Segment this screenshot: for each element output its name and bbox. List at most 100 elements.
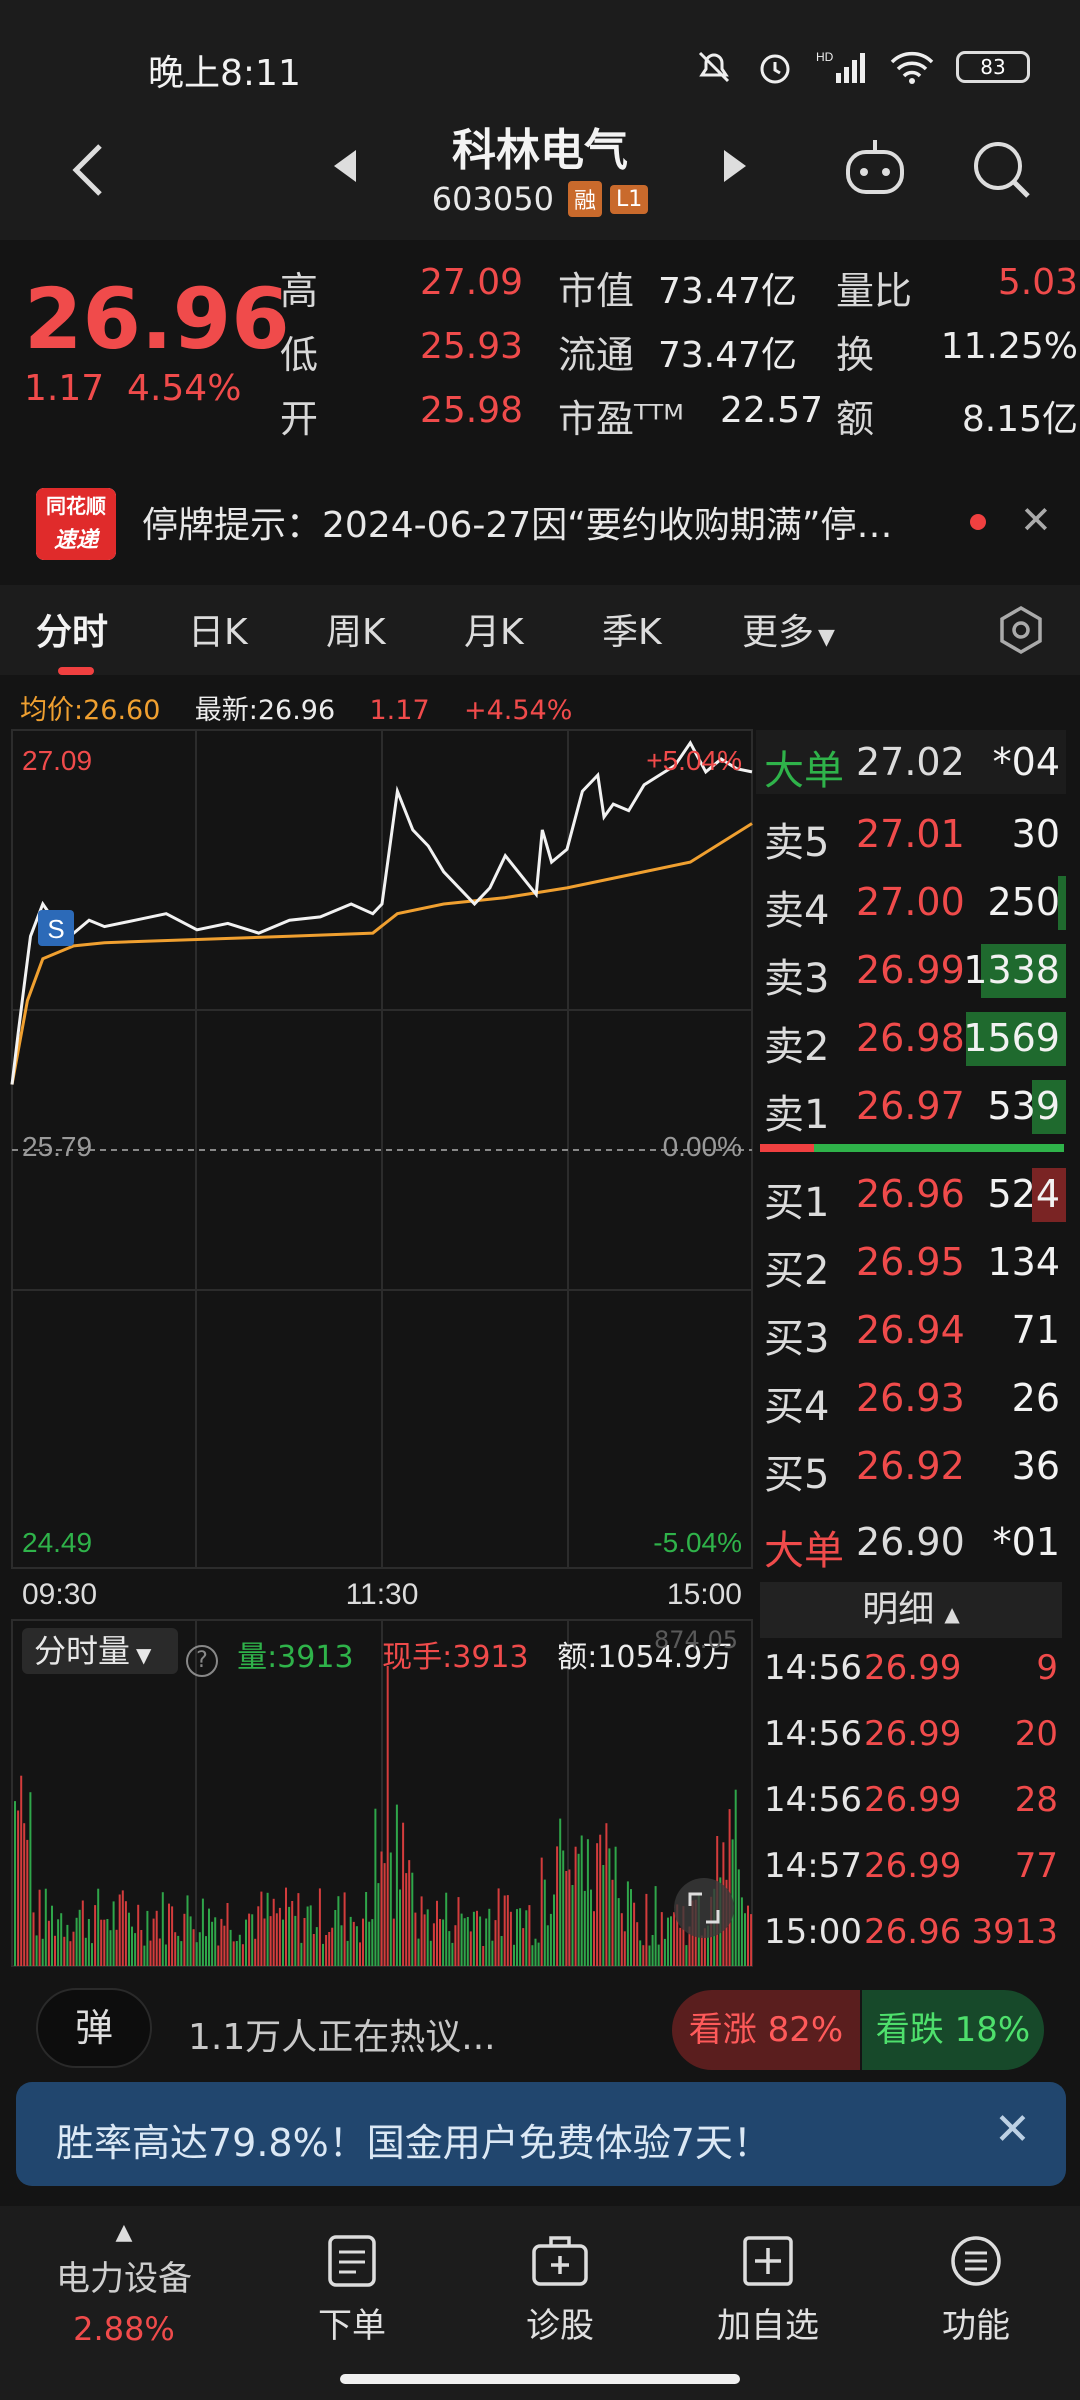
trade-time: 14:56: [764, 1648, 862, 1688]
volume-bar: [553, 1894, 555, 1966]
volume-bar: [673, 1912, 676, 1966]
volume-value: 量:3913: [237, 1640, 354, 1675]
bid-label: 买4: [764, 1384, 830, 1430]
tab-weekly[interactable]: 周K: [326, 612, 386, 653]
volume-bar: [395, 1804, 398, 1966]
diagnose-icon: [532, 2236, 588, 2286]
trade-volume: 9: [1036, 1648, 1058, 1688]
volume-bar: [128, 1912, 130, 1966]
intraday-chart[interactable]: S 27.09 +5.04% 25.79 0.00% 24.49 -5.04% …: [0, 720, 756, 1970]
status-time: 晚上8:11: [148, 53, 301, 94]
volume-bar: [679, 1927, 682, 1966]
notice-text[interactable]: 停牌提示：2024-06-27因“要约收购期满”停…: [142, 505, 893, 546]
prev-stock-icon[interactable]: [330, 146, 360, 186]
settings-icon[interactable]: [996, 605, 1046, 655]
volume-bar: [63, 1936, 66, 1966]
bid-volume-bar: [1032, 1168, 1066, 1222]
nav-diagnose[interactable]: 诊股: [470, 2234, 650, 2347]
volume-bar: [645, 1893, 648, 1966]
trade-detail-header[interactable]: 明细 ▲: [760, 1582, 1062, 1638]
volume-selector[interactable]: 分时量 ▼: [22, 1628, 178, 1674]
x-end-label: 15:00: [667, 1578, 742, 1611]
vote-bear-button[interactable]: 看跌 18%: [862, 1990, 1044, 2070]
volume-bar: [583, 1890, 586, 1966]
avg-price-line: [10, 822, 753, 1085]
home-indicator[interactable]: [340, 2374, 740, 2384]
volume-bar: [35, 1935, 38, 1966]
volume-bar: [513, 1944, 515, 1966]
vote-bull-button[interactable]: 看涨 82%: [672, 1990, 860, 2070]
close-icon[interactable]: ✕: [994, 2104, 1031, 2155]
suspension-notice[interactable]: 同花顺 速递 停牌提示：2024-06-27因“要约收购期满”停…: [0, 462, 1080, 577]
tab-more[interactable]: 更多 ▼: [742, 603, 835, 655]
volume-bar: [402, 1822, 405, 1966]
volume-bar: [124, 1901, 127, 1966]
wifi-icon: [890, 51, 934, 84]
volume-bar: [617, 1898, 620, 1966]
volume-bar: [14, 1801, 16, 1966]
robot-assistant-icon[interactable]: [842, 138, 908, 198]
volume-bar: [740, 1897, 743, 1966]
volume-ratio-label: 量比: [836, 269, 913, 313]
volume-bar: [312, 1934, 315, 1966]
volume-bar: [688, 1926, 691, 1966]
volume-bar: [149, 1940, 152, 1966]
battery-icon: 83: [956, 51, 1030, 83]
nav-order-label: 下单: [318, 2306, 386, 2346]
trade-volume: 77: [1014, 1846, 1058, 1886]
volume-bar: [734, 1789, 737, 1966]
amount-value: 8.15亿: [961, 399, 1078, 440]
volume-bar: [586, 1839, 589, 1966]
volume-bar: [546, 1925, 549, 1966]
next-stock-icon[interactable]: [720, 146, 750, 186]
volume-bar: [84, 1937, 87, 1966]
price-line: [10, 740, 753, 1085]
volume-bar: [54, 1935, 56, 1966]
trade-row: 15:00 26.96 3913: [764, 1912, 1062, 1976]
back-icon[interactable]: [62, 140, 114, 200]
volume-bar: [543, 1879, 546, 1966]
news-logo: 同花顺 速递: [36, 488, 116, 560]
tab-daily[interactable]: 日K: [188, 612, 248, 653]
nav-add-watch[interactable]: 加自选: [678, 2234, 858, 2347]
market-cap-label: 市值: [558, 269, 635, 313]
volume-bar: [429, 1940, 432, 1966]
tab-more-label: 更多: [742, 612, 815, 653]
volume-bar: [121, 1890, 124, 1966]
volume-bar: [198, 1932, 201, 1966]
tab-quarterly[interactable]: 季K: [602, 612, 662, 653]
volume-bar: [183, 1913, 186, 1966]
volume-bar: [137, 1904, 140, 1966]
promo-banner[interactable]: 胜率高达79.8%！国金用户免费体验7天！ ✕: [16, 2082, 1066, 2186]
volume-bar: [115, 1929, 118, 1966]
volume-bar: [528, 1905, 531, 1966]
big-sell-vol: *04: [992, 740, 1060, 784]
volume-bar: [164, 1944, 167, 1966]
tab-intraday[interactable]: 分时: [36, 612, 109, 653]
help-icon[interactable]: ?: [186, 1645, 218, 1677]
ask-label: 卖4: [764, 888, 830, 934]
bid-vol: 36: [1011, 1444, 1060, 1488]
nav-order[interactable]: 下单: [262, 2234, 442, 2347]
volume-bar: [257, 1906, 260, 1966]
search-icon[interactable]: [970, 138, 1032, 200]
expand-icon[interactable]: [674, 1878, 734, 1938]
discussion-text[interactable]: 1.1万人正在热议...: [188, 2017, 496, 2058]
volume-bar: [26, 1839, 29, 1966]
close-icon[interactable]: ✕: [1020, 498, 1052, 542]
volume-bar: [454, 1925, 457, 1966]
volume-bar: [17, 1810, 20, 1966]
volume-bar: [537, 1942, 540, 1966]
volume-bar: [241, 1944, 244, 1966]
nav-functions[interactable]: 功能: [886, 2234, 1066, 2347]
danmu-toggle-button[interactable]: 弹: [36, 1988, 152, 2068]
volume-bar: [201, 1898, 204, 1966]
volume-bar: [278, 1907, 281, 1966]
volume-bar: [497, 1888, 500, 1966]
tab-monthly[interactable]: 月K: [464, 612, 524, 653]
bid-price: 26.96: [856, 1172, 965, 1216]
float-cap-value: 73.47亿: [658, 335, 798, 376]
sector-item[interactable]: ▲ 电力设备 2.88%: [34, 2220, 214, 2348]
y-low-label: 24.49: [22, 1527, 92, 1558]
volume-bar: [660, 1912, 663, 1966]
